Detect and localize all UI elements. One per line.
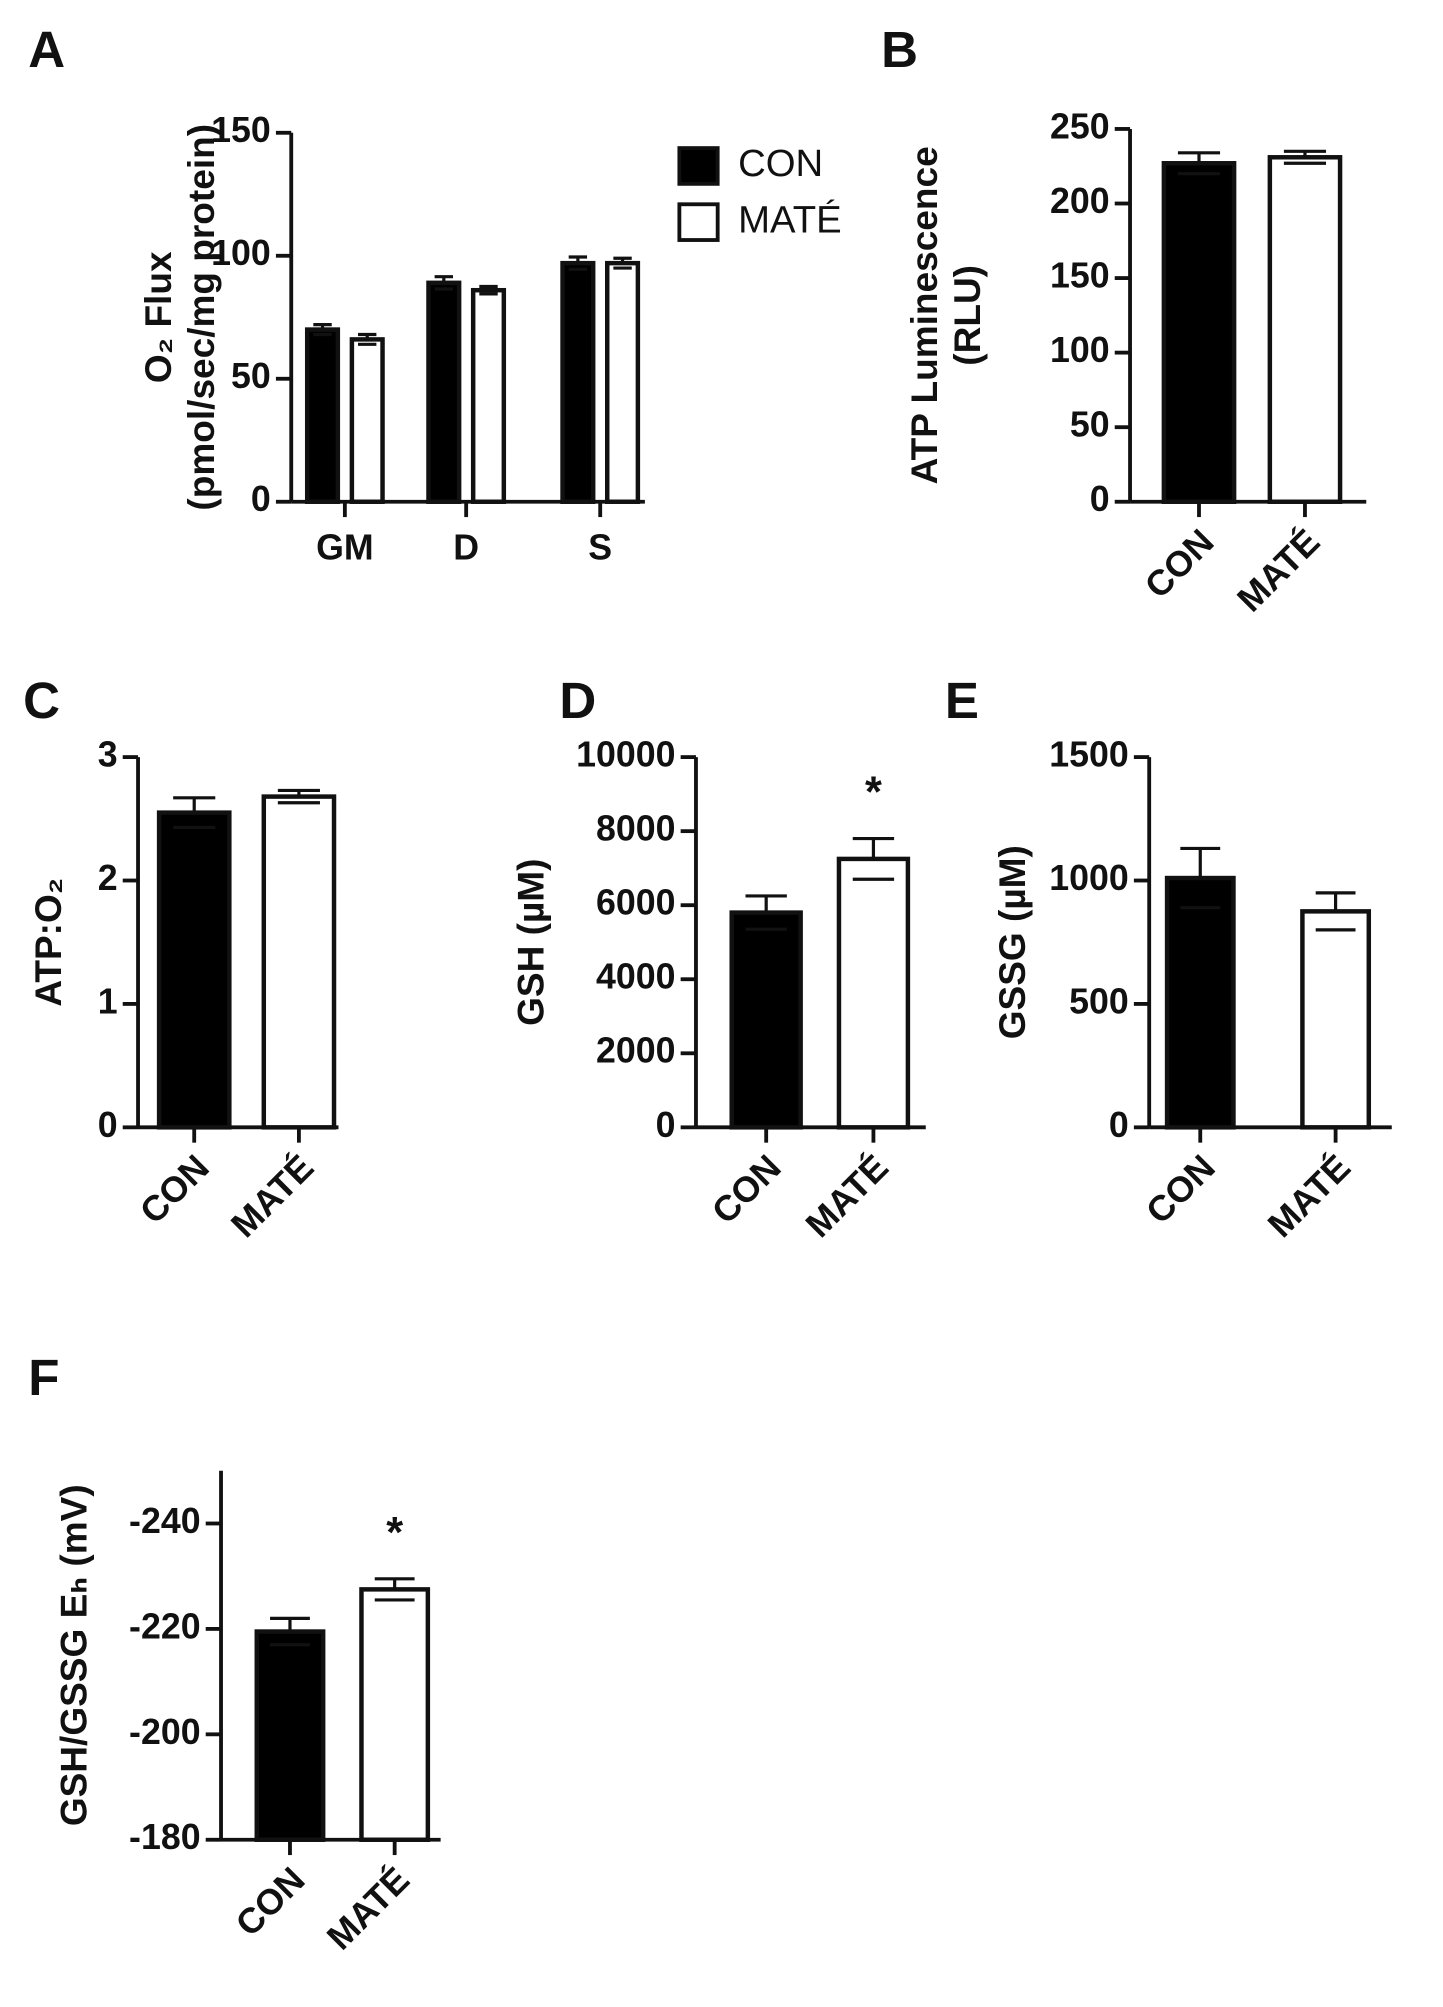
y-tick-label: 0 xyxy=(98,1105,118,1145)
y-tick-label: -220 xyxy=(129,1606,201,1646)
y-tick-label: 250 xyxy=(1050,106,1110,146)
panel-label: E xyxy=(945,672,979,729)
y-tick-label: -200 xyxy=(129,1712,201,1752)
bar xyxy=(604,260,641,504)
y-tick-label: 50 xyxy=(1070,405,1110,445)
x-tick-label: CON xyxy=(132,1147,216,1231)
legend-label: CON xyxy=(738,142,823,185)
x-tick-label: MATÉ xyxy=(798,1147,896,1245)
bar xyxy=(349,337,385,504)
y-tick-label: -240 xyxy=(129,1501,201,1541)
bar xyxy=(426,280,462,504)
panel-label: C xyxy=(23,672,60,729)
y-tick-label: 1 xyxy=(98,981,118,1021)
x-tick-label: MATÉ xyxy=(1260,1147,1358,1245)
y-tick-label: 0 xyxy=(1090,479,1110,519)
y-tick-label: -180 xyxy=(129,1817,201,1857)
y-tick-label: 6000 xyxy=(596,883,675,923)
x-tick-label: GM xyxy=(316,528,374,568)
x-tick-label: D xyxy=(453,528,479,568)
y-axis-label: (pmol/sec/mg protein) xyxy=(180,124,222,511)
bar xyxy=(359,1587,431,1842)
bar xyxy=(729,910,803,1130)
y-axis-label: ATP Luminescence xyxy=(903,146,945,484)
bar xyxy=(254,1629,326,1842)
legend-label: MATÉ xyxy=(738,198,842,241)
y-tick-label: 100 xyxy=(211,233,271,273)
bar xyxy=(304,327,341,504)
legend-swatch xyxy=(677,146,720,186)
panel-label: F xyxy=(28,1349,59,1406)
panel-label: A xyxy=(28,21,65,78)
y-tick-label: 1500 xyxy=(1049,735,1129,775)
x-tick-label: CON xyxy=(1138,1147,1222,1231)
x-tick-label: MATÉ xyxy=(1230,522,1328,620)
y-tick-label: 150 xyxy=(211,110,271,150)
bar xyxy=(560,260,596,504)
panel-label: D xyxy=(559,672,596,729)
panel-label: B xyxy=(881,21,918,78)
y-tick-label: 150 xyxy=(1050,256,1110,296)
y-tick-label: 0 xyxy=(1109,1105,1129,1145)
x-tick-label: CON xyxy=(1137,522,1221,606)
bar xyxy=(1161,161,1237,504)
y-tick-label: 2 xyxy=(98,858,118,898)
y-tick-label: 4000 xyxy=(596,957,675,997)
y-tick-label: 100 xyxy=(1050,330,1110,370)
y-tick-label: 10000 xyxy=(576,735,675,775)
bar xyxy=(261,794,337,1130)
y-tick-label: 8000 xyxy=(596,809,675,849)
legend-swatch xyxy=(677,202,720,242)
y-tick-label: 0 xyxy=(656,1105,676,1145)
y-axis-label: ATP:O₂ xyxy=(27,878,69,1007)
bar xyxy=(470,287,507,504)
x-tick-label: S xyxy=(588,528,612,568)
x-tick-label: CON xyxy=(704,1147,788,1231)
x-tick-label: MATÉ xyxy=(223,1147,321,1245)
x-tick-label: MATÉ xyxy=(319,1860,417,1958)
annotation: * xyxy=(386,1509,403,1557)
y-tick-label: 3 xyxy=(98,735,118,775)
bar xyxy=(1164,875,1236,1130)
y-tick-label: 200 xyxy=(1050,181,1110,221)
y-tick-label: 0 xyxy=(251,479,271,519)
bar xyxy=(1267,155,1343,504)
y-tick-label: 2000 xyxy=(596,1031,675,1071)
y-axis-label: (RLU) xyxy=(946,265,988,366)
bar xyxy=(836,856,911,1130)
y-axis-label: GSH (µM) xyxy=(510,859,552,1026)
x-tick-label: CON xyxy=(228,1860,312,1944)
y-axis-label: GSH/GSSG Eₕ (mV) xyxy=(53,1484,95,1826)
y-tick-label: 1000 xyxy=(1049,858,1129,898)
y-tick-label: 50 xyxy=(231,356,271,396)
annotation: * xyxy=(865,769,882,817)
y-axis-label: O₂ Flux xyxy=(137,251,179,383)
y-axis-label: GSSG (µM) xyxy=(991,845,1033,1039)
bar xyxy=(156,810,232,1130)
y-tick-label: 500 xyxy=(1069,981,1129,1021)
bar xyxy=(1300,909,1372,1130)
